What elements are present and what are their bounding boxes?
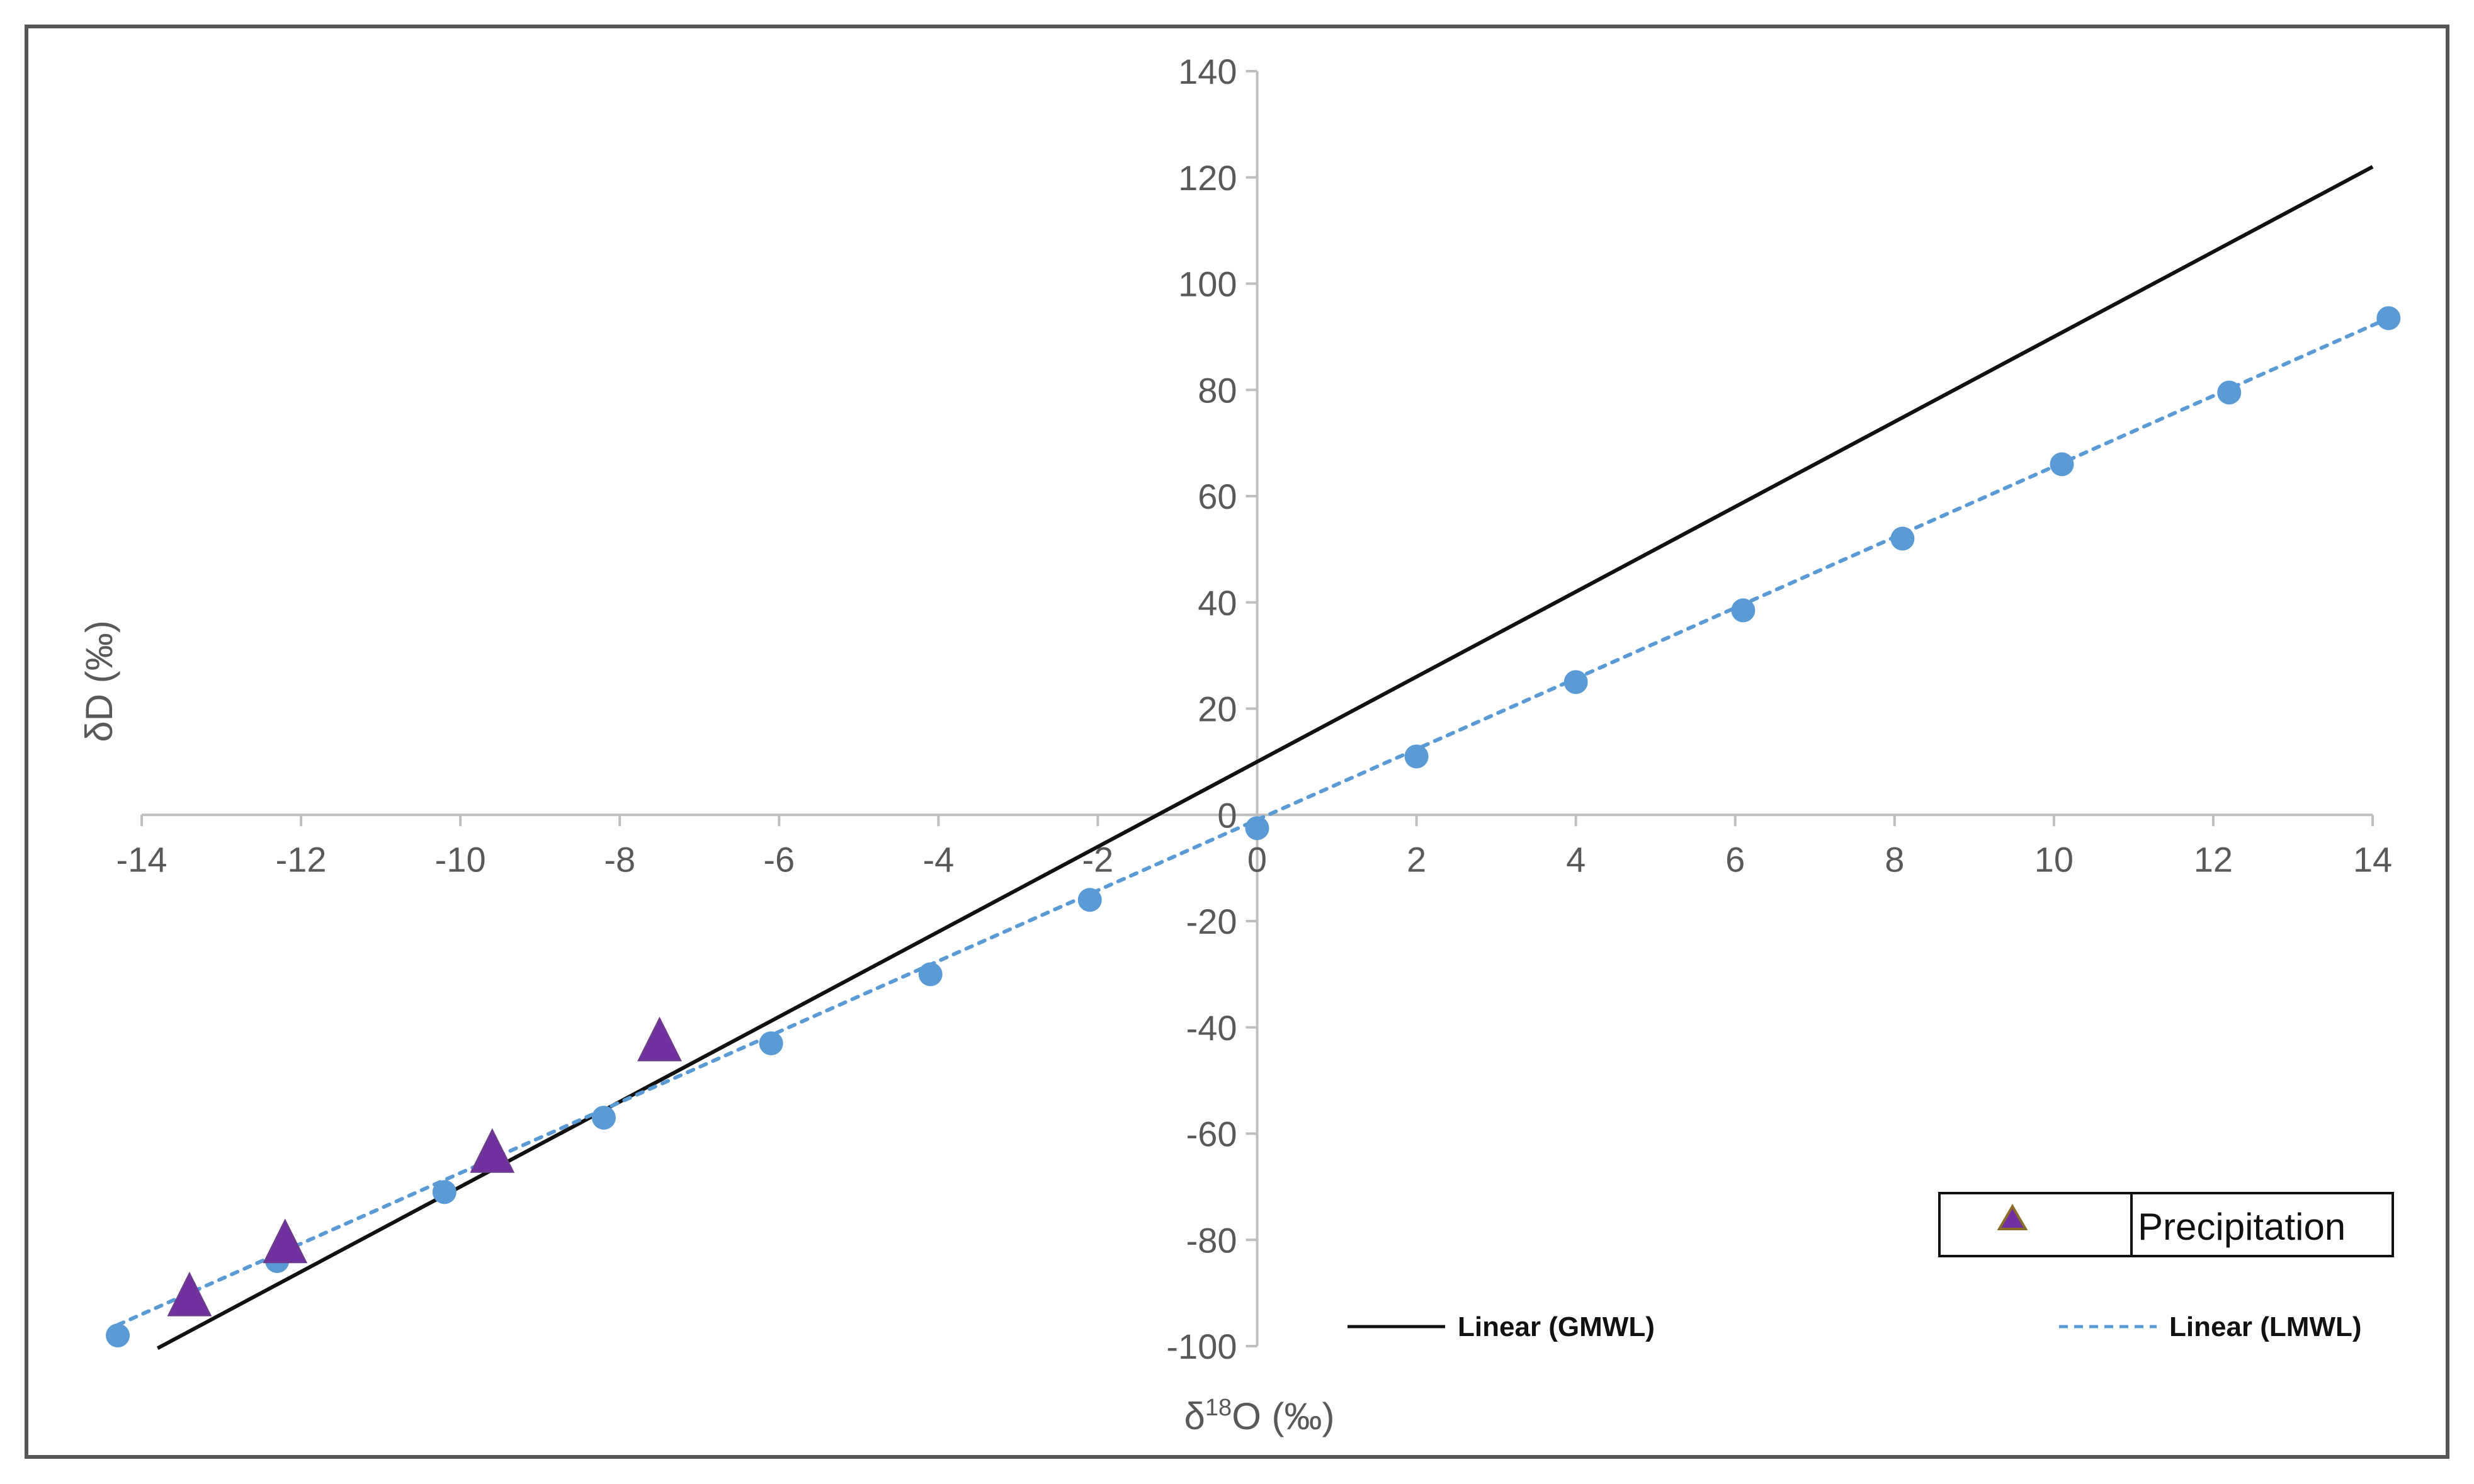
x-tick-label: 0 [1247,839,1267,879]
y-tick-label: 120 [1178,158,1237,198]
y-tick-label: -40 [1186,1008,1237,1048]
sample-point [591,1106,616,1130]
sample-point [1245,816,1269,841]
tick-labels: -14 -12 -10 -8 -6 -4 -2 0 2 4 6 8 10 12 14 -100 -80 -60 -4… [116,52,2393,1366]
y-tick-label: -60 [1186,1114,1237,1154]
x-tick-label: 6 [1725,839,1745,879]
x-tick-label: 12 [2194,839,2233,879]
y-tick-label: -20 [1186,902,1237,941]
x-tick-label: 2 [1407,839,1426,879]
x-tick-label: 4 [1566,839,1586,879]
legend: Precipitation Linear (GMWL) Linear (LMWL… [1348,1192,2394,1342]
axes [140,70,2374,1347]
x-tick-label: 10 [2034,839,2074,879]
sample-point [2376,306,2401,331]
y-tick-label: 140 [1178,52,1237,91]
sample-point [2050,452,2074,477]
precipitation-point [263,1218,308,1264]
x-axis-title-prefix: δ [1184,1395,1205,1437]
legend-label-gmwl: Linear (GMWL) [1458,1311,1655,1342]
gmwl-trend-line [156,165,2374,1351]
x-tick-label: -12 [276,839,327,879]
sample-point [2217,380,2242,405]
sample-point [759,1031,783,1056]
legend-label-precipitation: Precipitation [2138,1206,2346,1248]
precipitation-point [637,1016,682,1062]
x-tick-label: -10 [435,839,486,879]
x-tick-label: -14 [116,839,167,879]
sample-point [1731,598,1756,623]
x-axis-title: δ18O (‰) [1184,1395,1335,1437]
sample-point [1077,888,1102,912]
y-tick-label: 100 [1178,264,1237,304]
y-tick-label: 40 [1198,583,1237,623]
precipitation-point [167,1271,212,1317]
y-tick-label: 20 [1198,689,1237,729]
legend-triangle-marker [1997,1204,2028,1230]
y-tick-label: -80 [1186,1220,1237,1260]
sample-point [1404,744,1429,769]
sample-point [432,1180,457,1204]
x-tick-label: -8 [604,839,635,879]
data-points [106,306,2401,1348]
precipitation-point [470,1128,515,1173]
y-tick-label: 60 [1198,477,1237,516]
x-tick-label: 14 [2353,839,2392,879]
sample-point [106,1323,130,1348]
x-tick-label: -6 [763,839,795,879]
sample-point [1890,526,1915,551]
sample-point [1563,670,1588,694]
y-axis-title: δD (‰) [78,620,120,742]
sample-point [918,962,943,987]
x-axis-title-superscript: 18 [1205,1395,1232,1421]
x-tick-label: -4 [922,839,954,879]
legend-label-lmwl: Linear (LMWL) [2169,1311,2362,1342]
y-tick-label: 80 [1198,370,1237,410]
y-tick-label: -100 [1166,1327,1237,1366]
x-axis-title-suffix: O (‰) [1232,1395,1334,1437]
x-tick-label: 8 [1885,839,1904,879]
